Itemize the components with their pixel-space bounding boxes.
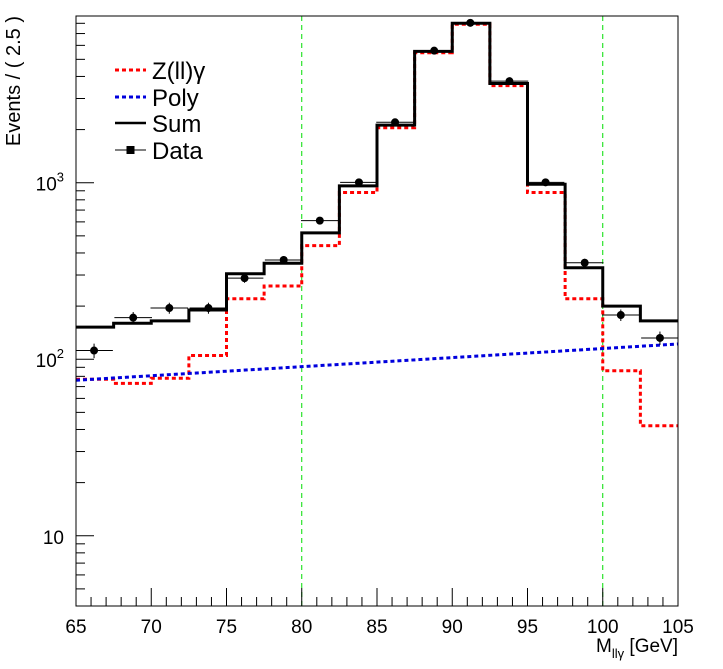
data-point bbox=[616, 311, 625, 320]
data-point bbox=[466, 18, 475, 27]
series-sum-step bbox=[76, 21, 678, 329]
data-point bbox=[354, 178, 363, 187]
x-axis-label-subscript: llγ bbox=[612, 646, 625, 661]
data-point bbox=[90, 346, 99, 355]
legend-label-data: Data bbox=[152, 138, 203, 165]
x-tick-label: 105 bbox=[662, 617, 694, 638]
data-point bbox=[391, 118, 400, 127]
data-point bbox=[430, 46, 439, 55]
legend-label-sum: Sum bbox=[152, 111, 201, 138]
y-tick-label: 103 bbox=[36, 170, 64, 196]
data-point bbox=[315, 216, 324, 225]
y-tick-label-base: 10 bbox=[43, 528, 64, 549]
data-point bbox=[655, 333, 664, 342]
legend-swatch-data-marker bbox=[126, 146, 135, 154]
x-axis-label: Mllγ [GeV] bbox=[596, 636, 678, 661]
data-point bbox=[279, 255, 288, 264]
y-tick-label: 102 bbox=[36, 346, 64, 372]
legend-label-zllgamma: Z(ll)γ bbox=[152, 58, 205, 85]
x-tick-label: 80 bbox=[291, 617, 312, 638]
x-axis-label-unit: [GeV] bbox=[624, 636, 678, 657]
data-point bbox=[240, 274, 249, 283]
y-tick-label: 10 bbox=[43, 528, 64, 549]
data-point bbox=[204, 304, 213, 313]
data-point bbox=[541, 178, 550, 187]
series-poly-line bbox=[76, 342, 678, 382]
data-point bbox=[165, 304, 174, 313]
data-point bbox=[129, 313, 138, 322]
x-tick-label: 70 bbox=[141, 617, 162, 638]
x-tick-label: 65 bbox=[65, 617, 86, 638]
y-tick-label-base: 10 bbox=[36, 351, 57, 372]
data-point bbox=[505, 77, 514, 86]
x-tick-label: 95 bbox=[517, 617, 538, 638]
x-tick-label: 100 bbox=[587, 617, 619, 638]
legend-label-poly: Poly bbox=[152, 85, 199, 112]
x-tick-label: 75 bbox=[216, 617, 237, 638]
y-tick-label-base: 10 bbox=[36, 175, 57, 196]
x-tick-label: 90 bbox=[442, 617, 463, 638]
data-point bbox=[580, 258, 589, 267]
y-axis-label: Events / ( 2.5 ) bbox=[3, 16, 25, 146]
plot-data-layer bbox=[76, 16, 678, 606]
x-tick-label: 85 bbox=[366, 617, 387, 638]
x-axis-label-main: M bbox=[596, 636, 612, 657]
y-tick-label-exponent: 2 bbox=[57, 346, 64, 361]
y-tick-label-exponent: 3 bbox=[57, 170, 64, 185]
